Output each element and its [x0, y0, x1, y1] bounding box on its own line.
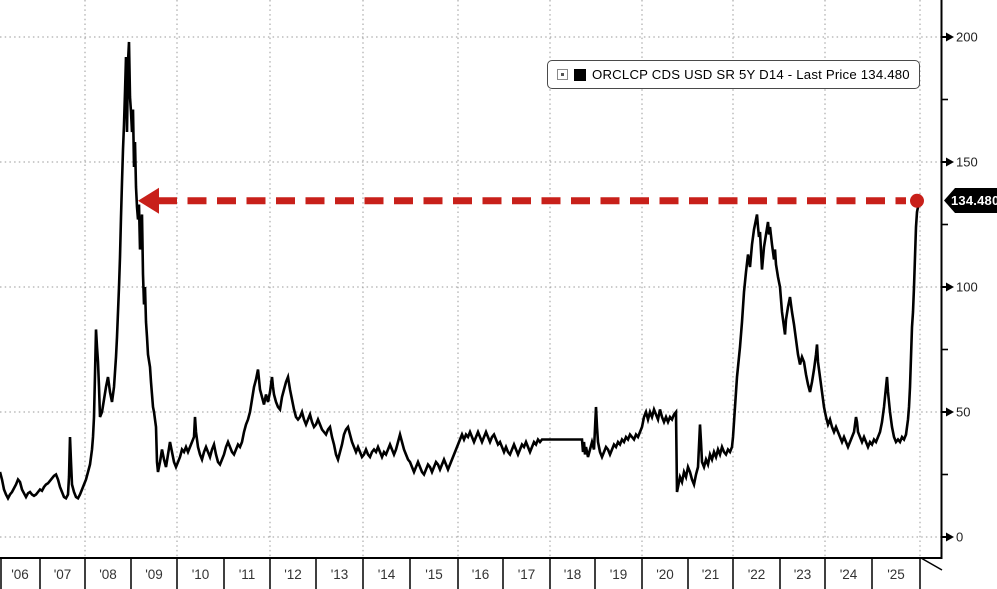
y-axis-tick-arrow: [946, 32, 954, 42]
x-axis-label: '23: [794, 567, 812, 582]
x-axis-label: '25: [887, 567, 905, 582]
legend-expand-icon[interactable]: [557, 69, 568, 80]
x-axis-label: '06: [11, 567, 29, 582]
y-axis-tick-arrow: [946, 282, 954, 292]
x-axis-corner: [920, 557, 943, 571]
x-axis-label: '08: [99, 567, 117, 582]
x-axis-label: '10: [192, 567, 210, 582]
legend-series-swatch: [574, 68, 586, 81]
x-axis-label: '20: [656, 567, 674, 582]
x-axis-label: '22: [748, 567, 766, 582]
x-axis-label: '15: [425, 567, 443, 582]
x-axis-label: '17: [518, 567, 536, 582]
annotation-endpoint-dot: [910, 193, 924, 208]
y-axis-tick-arrow: [946, 532, 954, 542]
x-axis-label: '12: [284, 567, 302, 582]
y-axis-label: 100: [956, 280, 978, 295]
y-axis-label: 150: [956, 155, 978, 170]
y-axis-tick-arrow: [946, 407, 954, 417]
last-price-tag: 134.480: [944, 188, 997, 213]
x-axis-label: '19: [610, 567, 628, 582]
y-axis-label: 50: [956, 405, 970, 420]
legend-series-label: ORCLCP CDS USD SR 5Y D14 - Last Price 13…: [592, 67, 910, 82]
legend-box[interactable]: ORCLCP CDS USD SR 5Y D14 - Last Price 13…: [547, 60, 920, 89]
y-axis-tick-arrow: [946, 157, 954, 167]
x-axis-label: '18: [564, 567, 582, 582]
annotation-arrowhead: [138, 187, 159, 214]
x-axis-label: '07: [54, 567, 72, 582]
x-axis-label: '16: [472, 567, 490, 582]
y-axis-label: 200: [956, 30, 978, 45]
price-line-series: [0, 41, 922, 502]
x-axis-label: '14: [378, 567, 396, 582]
y-axis-label: 0: [956, 530, 963, 545]
x-axis-label: '11: [239, 567, 256, 582]
x-axis-label: '21: [702, 567, 720, 582]
x-axis-label: '09: [145, 567, 163, 582]
legend-expand-dot: [561, 73, 564, 76]
x-axis-label: '24: [840, 567, 858, 582]
x-axis-label: '13: [331, 567, 349, 582]
